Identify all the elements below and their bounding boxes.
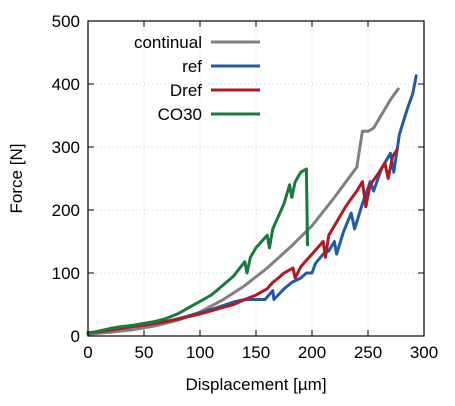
y-tick-label: 500 [52, 12, 80, 31]
legend-label: Dref [170, 81, 202, 100]
x-tick-label: 300 [410, 343, 438, 362]
axis-ticks: 0 50 100 150 200 250 300 0 100 200 300 400 500 [52, 12, 439, 362]
y-tick-label: 0 [71, 327, 80, 346]
x-tick-label: 150 [242, 343, 270, 362]
x-tick-label: 50 [135, 343, 154, 362]
legend-label: CO30 [158, 105, 202, 124]
series-lines [86, 74, 418, 336]
x-tick-label: 0 [83, 343, 92, 362]
x-axis-label: Displacement [µm] [185, 375, 326, 394]
legend-label: continual [134, 33, 202, 52]
y-tick-label: 300 [52, 138, 80, 157]
y-tick-label: 200 [52, 201, 80, 220]
y-tick-label: 400 [52, 75, 80, 94]
x-tick-label: 250 [354, 343, 382, 362]
y-tick-label: 100 [52, 264, 80, 283]
series-line-continual [86, 87, 400, 336]
series-line-dref [86, 148, 399, 335]
x-tick-label: 200 [298, 343, 326, 362]
legend: continual ref Dref CO30 [134, 33, 260, 124]
x-tick-label: 100 [186, 343, 214, 362]
series-line-co30 [86, 167, 309, 335]
y-axis-label: Force [N] [7, 144, 26, 214]
legend-label: ref [182, 57, 202, 76]
grid [88, 21, 424, 336]
